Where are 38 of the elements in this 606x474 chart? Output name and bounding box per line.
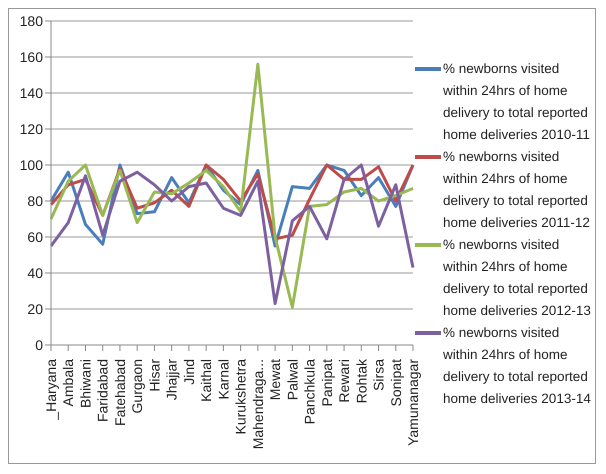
legend-label: % newborns visited within 24hrs of home delivery to total reported home deliveries 2013-14 (443, 324, 591, 408)
x-tick-label: Jhajjar (164, 358, 180, 400)
y-tick-label: 20 (27, 300, 44, 317)
x-tick-label: Bhiwani (77, 359, 94, 408)
x-tick-label: Faridabad (94, 359, 111, 422)
x-tick-label: Ambala (60, 358, 76, 406)
x-tick-label: _Haryana (43, 358, 59, 421)
legend-label: % newborns visited within 24hrs of home delivery to total reported home deliveries 2010-11 (443, 60, 591, 144)
x-tick-label: Karnal (215, 359, 232, 400)
y-tick-label: 120 (20, 120, 44, 137)
x-tick-label: Gurgaon (129, 359, 146, 414)
y-tick-label: 0 (35, 336, 44, 353)
line-series (50, 164, 414, 306)
legend-label: % newborns visited within 24hrs of home delivery to total reported home deliveries 2012-13 (443, 236, 591, 320)
y-tick-label: 160 (20, 48, 44, 65)
x-tick-label: Palwal (284, 359, 300, 400)
x-tick-label: Panchkula (302, 358, 318, 424)
x-tick-label: Kurukshetra (232, 358, 249, 434)
y-tick-label: 40 (27, 264, 44, 281)
y-tick-label: 80 (27, 192, 44, 209)
x-tick-label: Yamunanagar (405, 358, 421, 446)
legend-label: % newborns visited within 24hrs of home delivery to total reported home deliveries 2011-12 (443, 148, 591, 232)
x-tick-label: Rohtak (353, 358, 370, 404)
x-tick-label: Kaithal (198, 359, 214, 402)
x-tick-label: Rewari (336, 359, 352, 403)
x-tick-label: Fatehabad (112, 359, 128, 426)
y-tick-label: 180 (20, 12, 44, 29)
y-tick-label: 60 (27, 228, 44, 245)
x-tick-label: Panipat (318, 358, 335, 406)
y-tick-label: 100 (20, 156, 44, 173)
x-tick-label: Mahendraga... (250, 359, 266, 450)
line-series (50, 62, 414, 309)
x-tick-label: Jind (180, 359, 197, 385)
y-tick-label: 140 (20, 84, 44, 101)
x-tick-label: Sirsa (370, 358, 387, 391)
x-tick-label: Sonipat (388, 358, 404, 406)
x-tick-label: Hisar (146, 358, 162, 392)
x-tick-label: Mewat (267, 358, 284, 400)
